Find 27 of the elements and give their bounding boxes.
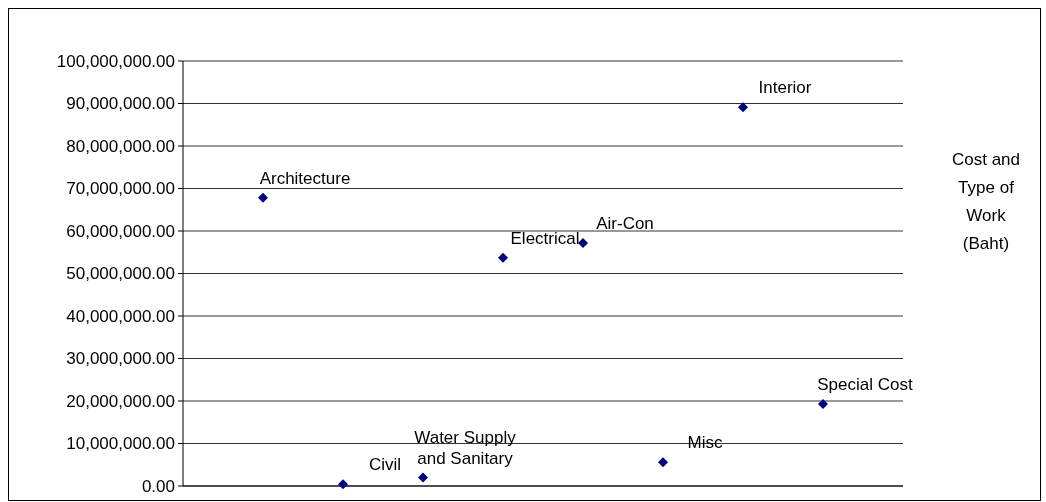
y-tick-label: 100,000,000.00 [56,51,175,71]
y-tick-label: 20,000,000.00 [66,391,175,411]
point [658,457,668,468]
y-tick-label: 30,000,000.00 [66,349,175,369]
point [338,479,348,490]
y-tick-label: 70,000,000.00 [66,179,175,199]
data-label: Interior [758,78,812,98]
point [418,472,428,483]
y-tick-label: 40,000,000.00 [66,306,175,326]
y-tick-label: 80,000,000.00 [66,136,175,156]
point [498,252,508,263]
y-tick-label: 50,000,000.00 [66,264,175,284]
y-tick-label: 0.00 [141,476,175,496]
point [818,398,828,409]
y-tick-label: 10,000,000.00 [66,434,175,454]
y-tick-label: 90,000,000.00 [66,94,175,114]
point [258,192,268,203]
data-label: Electrical [510,228,580,248]
data-label: Air-Con [596,213,654,233]
text: Cost and Type of Work (Baht) [951,150,1021,253]
y-tick-label: 60,000,000.00 [66,221,175,241]
data-label: Architecture [259,168,351,188]
data-label: Special Cost [817,374,913,394]
data-label: Water Supply and Sanitary [414,427,517,468]
data-label: Civil [368,455,402,475]
point [738,102,748,113]
point [578,237,588,248]
